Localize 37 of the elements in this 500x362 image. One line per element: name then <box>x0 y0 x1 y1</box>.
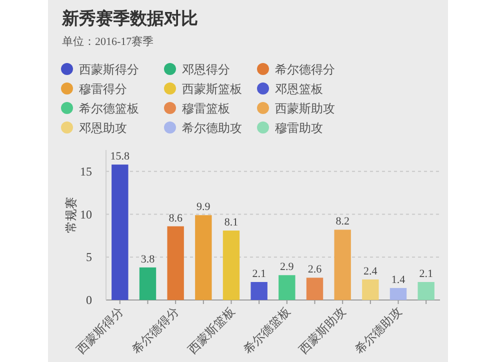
chart-title: 新秀赛季数据对比 <box>61 9 198 29</box>
data-label: 9.9 <box>196 201 211 214</box>
legend-label: 希尔德助攻 <box>182 121 242 135</box>
x-tick-label: 希尔德助攻 <box>352 304 404 357</box>
y-tick-label: 5 <box>86 250 92 264</box>
legend-label: 穆雷助攻 <box>275 121 323 135</box>
y-axis-title: 常规赛 <box>64 197 78 233</box>
data-label: 8.2 <box>336 216 350 228</box>
x-tick-label: 西蒙斯助攻 <box>296 304 349 357</box>
y-tick-label: 10 <box>80 207 92 222</box>
x-tick-label: 西蒙斯篮板 <box>185 304 238 357</box>
legend-label: 西蒙斯得分 <box>79 62 139 76</box>
y-tick-label: 15 <box>80 164 92 178</box>
x-tick-label: 西蒙斯得分 <box>74 304 126 357</box>
legend-label: 希尔德篮板 <box>79 102 139 116</box>
data-label: 1.4 <box>391 274 406 286</box>
chart-subtitle: 单位：2016-17赛季 <box>62 35 154 48</box>
data-label: 2.6 <box>308 264 322 276</box>
data-label: 2.4 <box>364 265 378 278</box>
legend-label: 穆雷得分 <box>79 82 127 96</box>
data-label: 8.1 <box>224 216 238 229</box>
legend-label: 邓恩得分 <box>182 62 230 76</box>
legend-label: 西蒙斯助攻 <box>275 102 335 116</box>
data-label: 2.1 <box>252 268 266 280</box>
data-label: 2.1 <box>419 268 433 280</box>
data-label: 15.8 <box>110 150 130 163</box>
legend-label: 邓恩篮板 <box>275 82 323 96</box>
data-label: 3.8 <box>140 253 156 266</box>
legend-label: 穆雷篮板 <box>182 102 230 116</box>
x-tick-label: 希尔德篮板 <box>240 304 294 357</box>
legend-label: 西蒙斯篮板 <box>182 82 242 96</box>
legend-label: 希尔德得分 <box>275 62 335 76</box>
x-tick-label: 希尔德得分 <box>129 304 182 357</box>
y-tick-label: 0 <box>86 293 92 307</box>
data-label: 8.6 <box>168 212 183 224</box>
legend-label: 邓恩助攻 <box>79 121 127 135</box>
data-label: 2.9 <box>280 261 294 274</box>
